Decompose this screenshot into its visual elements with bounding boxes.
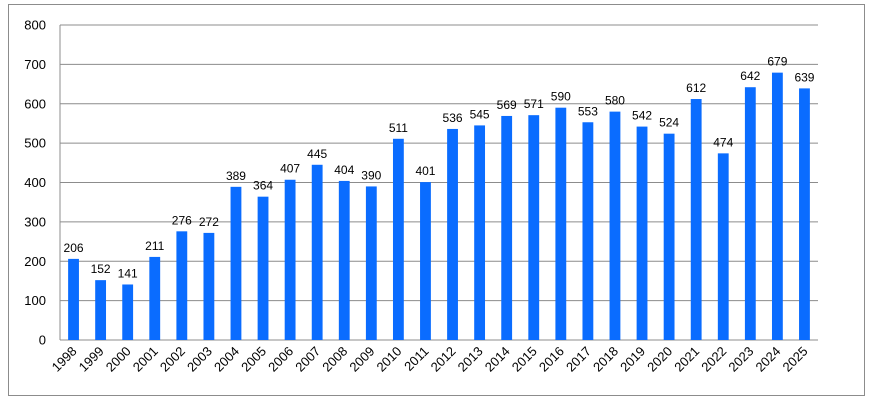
bar-2013 bbox=[474, 125, 486, 340]
x-tick-label-2018: 2018 bbox=[590, 344, 621, 375]
data-label-2010: 511 bbox=[389, 121, 408, 135]
bar-1998 bbox=[68, 258, 79, 340]
y-tick-label: 500 bbox=[24, 136, 46, 151]
x-tick-label-2001: 2001 bbox=[130, 344, 161, 375]
y-tick-label: 300 bbox=[24, 214, 46, 229]
data-label-2005: 364 bbox=[253, 179, 273, 193]
gridlines bbox=[59, 24, 818, 341]
bar-2005 bbox=[257, 196, 269, 340]
data-label-2004: 389 bbox=[226, 169, 246, 183]
data-label-2020: 524 bbox=[659, 116, 679, 130]
bar-2014 bbox=[501, 115, 513, 340]
data-label-2023: 642 bbox=[740, 69, 760, 83]
bar-2002 bbox=[176, 231, 188, 340]
data-label-2025: 639 bbox=[794, 70, 814, 84]
y-tick-label: 700 bbox=[24, 57, 46, 72]
x-tick-label-1998: 1998 bbox=[49, 344, 80, 375]
x-tick-label-2013: 2013 bbox=[455, 344, 486, 375]
data-label-2024: 679 bbox=[767, 55, 787, 69]
y-tick-label: 200 bbox=[24, 254, 46, 269]
data-label-2003: 272 bbox=[199, 215, 219, 229]
data-label-2021: 612 bbox=[686, 81, 706, 95]
bar-2007 bbox=[311, 164, 323, 340]
x-tick-label-2021: 2021 bbox=[671, 344, 702, 375]
x-tick-label-2014: 2014 bbox=[482, 344, 513, 375]
data-label-2007: 445 bbox=[307, 147, 327, 161]
y-tick-label: 800 bbox=[24, 18, 46, 33]
bar-2004 bbox=[230, 186, 242, 340]
x-tick-label-2000: 2000 bbox=[103, 344, 134, 375]
data-label-2012: 536 bbox=[443, 111, 463, 125]
bar-2024 bbox=[771, 72, 783, 341]
bar-2011 bbox=[420, 182, 431, 340]
data-label-2014: 569 bbox=[497, 98, 517, 112]
x-tick-label-2004: 2004 bbox=[211, 344, 242, 375]
bar-2009 bbox=[365, 186, 377, 340]
x-tick-label-2023: 2023 bbox=[725, 344, 756, 375]
bars bbox=[68, 72, 810, 341]
data-label-2011: 401 bbox=[415, 164, 435, 178]
data-label-2001: 211 bbox=[145, 239, 164, 253]
bar-2012 bbox=[447, 128, 458, 340]
x-tick-label-2007: 2007 bbox=[292, 344, 323, 375]
x-axis-ticks: 1998199920002001200220032004200520062007… bbox=[49, 344, 811, 375]
x-tick-label-2025: 2025 bbox=[780, 344, 811, 375]
x-tick-label-2011: 2011 bbox=[401, 344, 431, 374]
x-tick-label-2017: 2017 bbox=[563, 344, 594, 375]
data-label-2017: 553 bbox=[578, 104, 598, 118]
data-label-2022: 474 bbox=[713, 135, 733, 149]
data-label-2013: 545 bbox=[470, 107, 490, 121]
x-tick-label-2003: 2003 bbox=[184, 344, 215, 375]
bar-2000 bbox=[122, 284, 134, 340]
x-tick-label-2002: 2002 bbox=[157, 344, 188, 375]
x-tick-label-2024: 2024 bbox=[752, 344, 783, 375]
data-label-2018: 580 bbox=[605, 94, 625, 108]
data-label-2006: 407 bbox=[280, 162, 300, 176]
data-label-2000: 141 bbox=[118, 266, 138, 280]
x-tick-label-2008: 2008 bbox=[319, 344, 350, 375]
x-tick-label-2010: 2010 bbox=[373, 344, 404, 375]
data-label-2015: 571 bbox=[524, 97, 544, 111]
data-label-2002: 276 bbox=[172, 213, 192, 227]
x-tick-label-2005: 2005 bbox=[238, 344, 269, 375]
bar-2016 bbox=[555, 107, 567, 340]
y-tick-label: 400 bbox=[24, 175, 46, 190]
y-tick-label: 600 bbox=[24, 96, 46, 111]
bar-2018 bbox=[609, 111, 621, 340]
x-tick-label-2016: 2016 bbox=[536, 344, 567, 375]
bar-2019 bbox=[636, 126, 648, 341]
x-tick-label-1999: 1999 bbox=[76, 344, 107, 375]
bar-2010 bbox=[392, 138, 404, 340]
data-label-2009: 390 bbox=[361, 168, 381, 182]
bar-2006 bbox=[284, 179, 296, 340]
y-tick-label: 100 bbox=[24, 293, 46, 308]
x-tick-label-2022: 2022 bbox=[698, 344, 729, 375]
x-tick-label-2006: 2006 bbox=[265, 344, 296, 375]
x-tick-label-2015: 2015 bbox=[509, 344, 540, 375]
bar-2021 bbox=[690, 99, 702, 341]
x-tick-label-2020: 2020 bbox=[644, 344, 675, 375]
y-axis-ticks: 0 100 200 300 400 500 600 700 800 bbox=[24, 18, 46, 348]
bar-2022 bbox=[717, 153, 729, 340]
bar-2003 bbox=[203, 232, 215, 340]
x-tick-label-2009: 2009 bbox=[346, 344, 377, 375]
bar-2017 bbox=[582, 122, 594, 340]
data-label-1998: 206 bbox=[64, 241, 84, 255]
data-label-2019: 542 bbox=[632, 109, 652, 123]
data-label-2016: 590 bbox=[551, 90, 571, 104]
data-labels: 206 152 141 211 276 272 389 364 407 445 404 390 511 4… bbox=[64, 55, 815, 281]
x-tick-label-2019: 2019 bbox=[617, 344, 648, 375]
data-label-1999: 152 bbox=[91, 262, 111, 276]
bar-2020 bbox=[663, 133, 675, 340]
bar-2001 bbox=[149, 256, 161, 340]
bar-2015 bbox=[528, 115, 540, 340]
bar-1999 bbox=[95, 280, 107, 340]
bar-2008 bbox=[338, 180, 350, 340]
bar-2025 bbox=[799, 88, 810, 340]
x-tick-label-2012: 2012 bbox=[428, 344, 459, 375]
data-label-2008: 404 bbox=[334, 163, 354, 177]
y-tick-label: 0 bbox=[39, 333, 46, 348]
bar-2023 bbox=[744, 87, 756, 341]
